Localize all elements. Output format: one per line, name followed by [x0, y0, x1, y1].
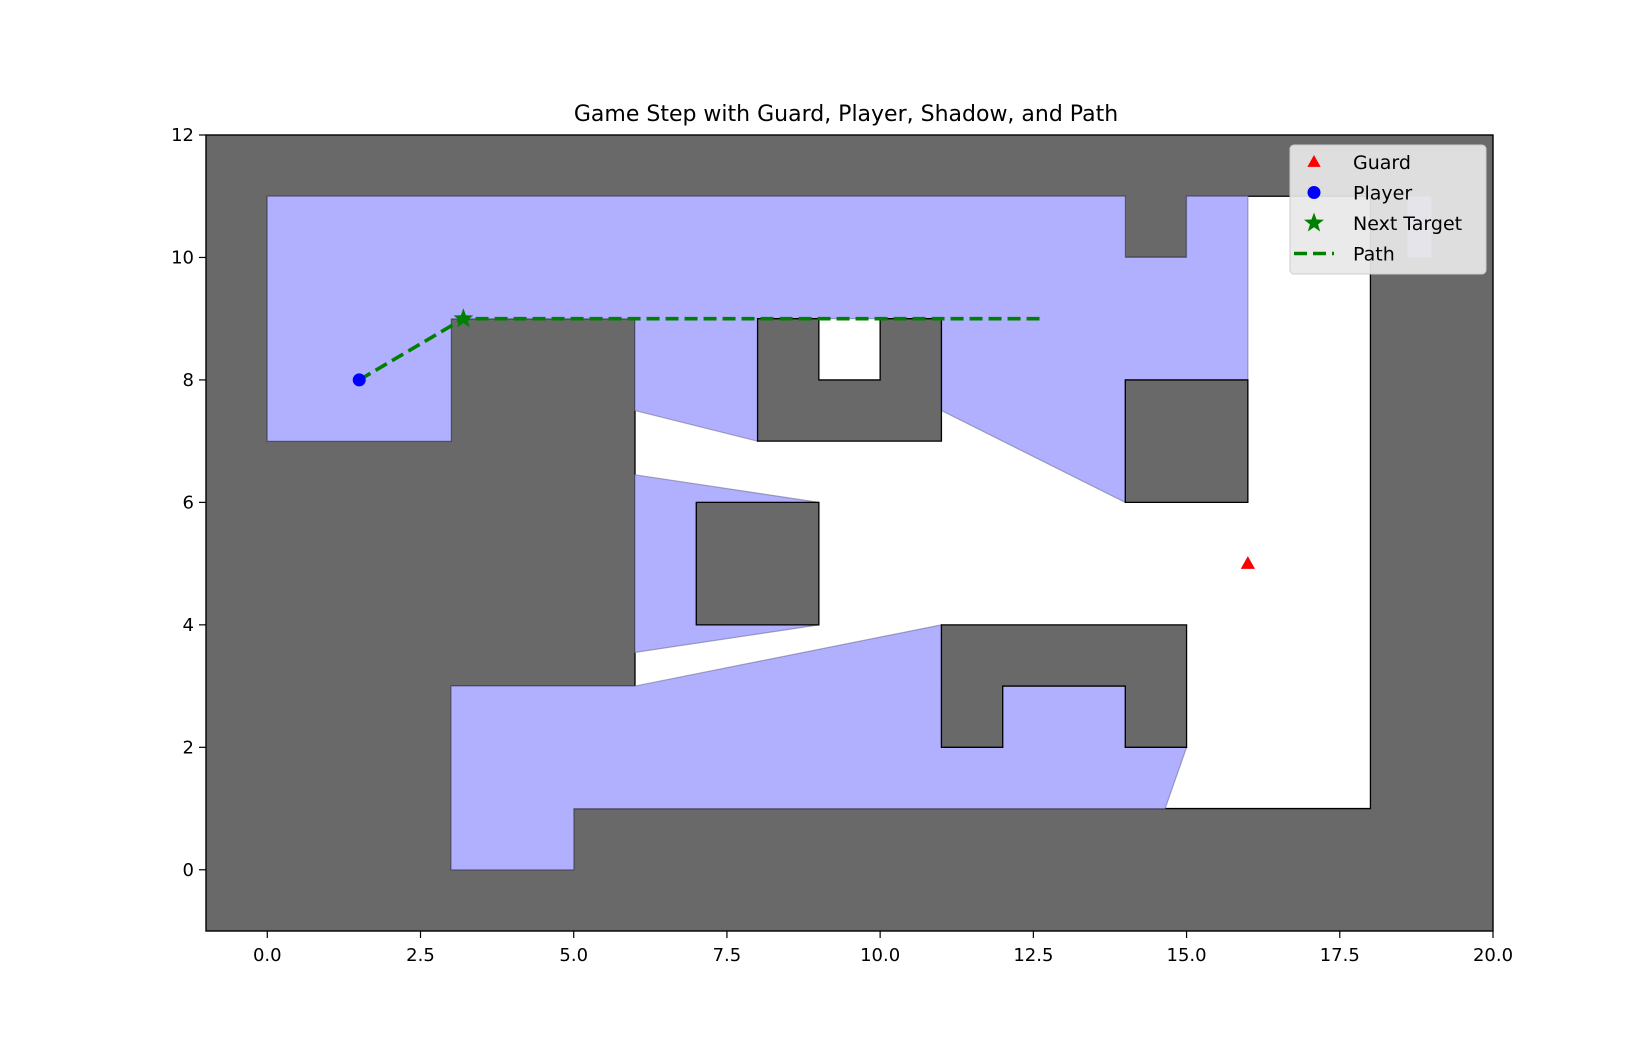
y-tick-label: 2: [183, 737, 194, 758]
marker-layer: [352, 308, 1255, 569]
legend-label: Path: [1353, 244, 1395, 266]
y-tick-label: 12: [171, 125, 194, 146]
x-tick-label: 20.0: [1473, 945, 1513, 966]
y-tick-label: 4: [183, 615, 194, 636]
legend-item: Path: [1294, 244, 1395, 266]
axes-frame: [205, 134, 1494, 932]
obstacle: [1124, 379, 1249, 504]
legend-box: [1289, 144, 1487, 275]
obstacle: [940, 624, 1188, 748]
legend-item: Guard: [1307, 152, 1411, 174]
legend-player-swatch: [1307, 186, 1321, 199]
player-marker: [352, 373, 366, 387]
x-tick-label: 15.0: [1167, 945, 1207, 966]
obstacle: [695, 501, 820, 626]
next-target-marker: [453, 308, 474, 328]
y-tick-label: 6: [183, 492, 194, 513]
x-tick-label: 10.0: [860, 945, 900, 966]
legend-item: Next Target: [1304, 212, 1462, 235]
legend: Guard Player Next Target Path: [1289, 144, 1487, 275]
legend-label: Guard: [1353, 152, 1411, 174]
guard-marker: [1240, 556, 1255, 569]
x-tick-label: 2.5: [406, 945, 435, 966]
obstacle-layer: [695, 318, 1249, 748]
y-tick-label: 8: [183, 370, 194, 391]
legend-guard-swatch: [1307, 155, 1321, 167]
x-tick-label: 12.5: [1013, 945, 1053, 966]
y-tick-label: 0: [183, 860, 194, 881]
x-tick-label: 5.0: [559, 945, 588, 966]
chart-title: Game Step with Guard, Player, Shadow, an…: [574, 102, 1118, 127]
obstacle: [756, 318, 943, 442]
plot-area: [206, 135, 1493, 931]
x-tick-label: 0.0: [253, 945, 282, 966]
legend-target-swatch: [1304, 212, 1324, 232]
y-tick-label: 10: [171, 247, 194, 268]
legend-item: Player: [1307, 183, 1412, 205]
x-tick-label: 7.5: [713, 945, 742, 966]
y-axis: 0 2 4 6 8 10 12: [171, 125, 206, 881]
legend-label: Player: [1353, 183, 1412, 205]
x-tick-label: 17.5: [1320, 945, 1360, 966]
x-axis: 0.0 2.5 5.0 7.5 10.0 12.5 15.0 17.5 20.0: [253, 931, 1513, 966]
legend-label: Next Target: [1353, 213, 1462, 235]
